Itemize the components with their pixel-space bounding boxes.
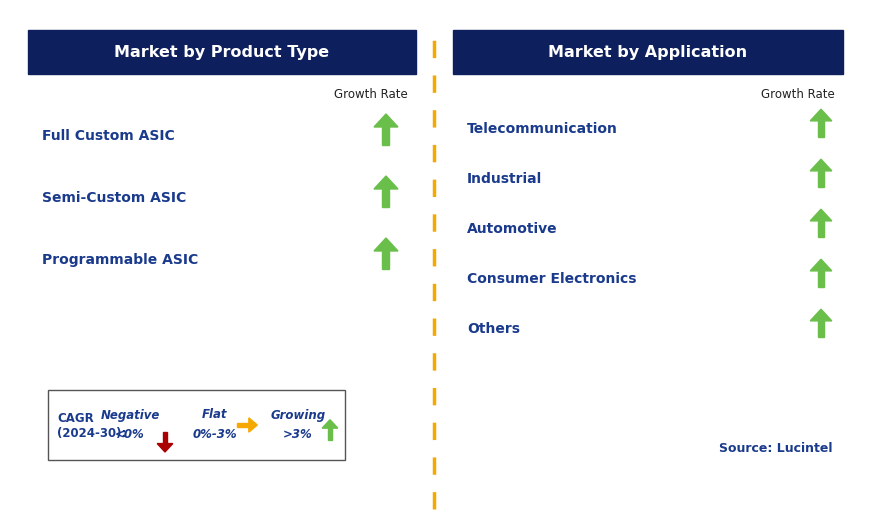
Bar [817, 121, 823, 137]
Text: CAGR: CAGR [57, 412, 94, 425]
Text: Flat: Flat [202, 408, 228, 422]
Polygon shape [809, 209, 831, 221]
Bar [163, 432, 167, 444]
Polygon shape [322, 419, 337, 428]
Polygon shape [809, 109, 831, 121]
Bar [817, 271, 823, 287]
Text: Semi-Custom ASIC: Semi-Custom ASIC [42, 191, 186, 205]
Text: >3%: >3% [282, 428, 313, 442]
Polygon shape [249, 418, 257, 432]
Text: Full Custom ASIC: Full Custom ASIC [42, 129, 175, 143]
Bar [382, 127, 389, 145]
Text: (2024-30):: (2024-30): [57, 427, 126, 441]
Text: Telecommunication: Telecommunication [467, 122, 617, 136]
Text: Market by Product Type: Market by Product Type [115, 44, 329, 60]
Bar [817, 221, 823, 237]
Bar [382, 189, 389, 207]
Text: Source: Lucintel: Source: Lucintel [719, 443, 832, 455]
Polygon shape [809, 159, 831, 171]
Polygon shape [374, 238, 397, 251]
Text: Growth Rate: Growth Rate [334, 87, 408, 101]
Text: Growth Rate: Growth Rate [760, 87, 834, 101]
Text: Negative: Negative [100, 408, 160, 422]
Polygon shape [157, 444, 173, 452]
Text: <0%: <0% [115, 428, 145, 442]
Polygon shape [809, 259, 831, 271]
Polygon shape [374, 114, 397, 127]
Bar [237, 423, 249, 427]
Text: Automotive: Automotive [467, 222, 557, 236]
Text: Programmable ASIC: Programmable ASIC [42, 253, 198, 267]
Text: Others: Others [467, 322, 520, 336]
Text: Consumer Electronics: Consumer Electronics [467, 272, 636, 286]
Bar [48, 390, 345, 460]
Polygon shape [809, 309, 831, 321]
Text: Market by Application: Market by Application [547, 44, 746, 60]
Bar [328, 428, 332, 440]
Bar [28, 30, 415, 74]
Bar [817, 171, 823, 187]
Bar [382, 251, 389, 269]
Text: 0%-3%: 0%-3% [192, 428, 237, 442]
Bar [817, 321, 823, 337]
Polygon shape [374, 176, 397, 189]
Bar [453, 30, 842, 74]
Text: Industrial: Industrial [467, 172, 541, 186]
Text: Growing: Growing [270, 408, 325, 422]
